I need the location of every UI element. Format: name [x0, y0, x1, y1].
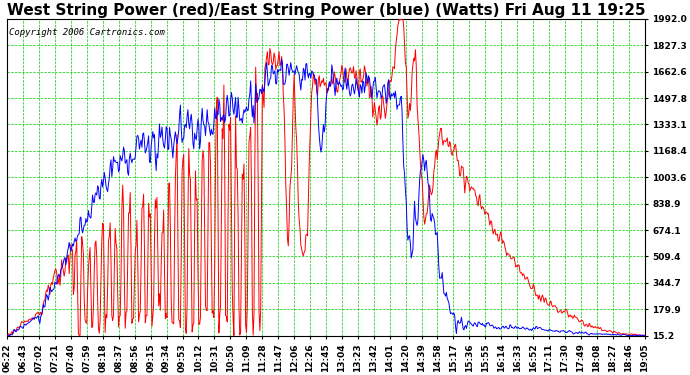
Text: Copyright 2006 Cartronics.com: Copyright 2006 Cartronics.com — [8, 28, 164, 38]
Title: West String Power (red)/East String Power (blue) (Watts) Fri Aug 11 19:25: West String Power (red)/East String Powe… — [7, 3, 645, 18]
